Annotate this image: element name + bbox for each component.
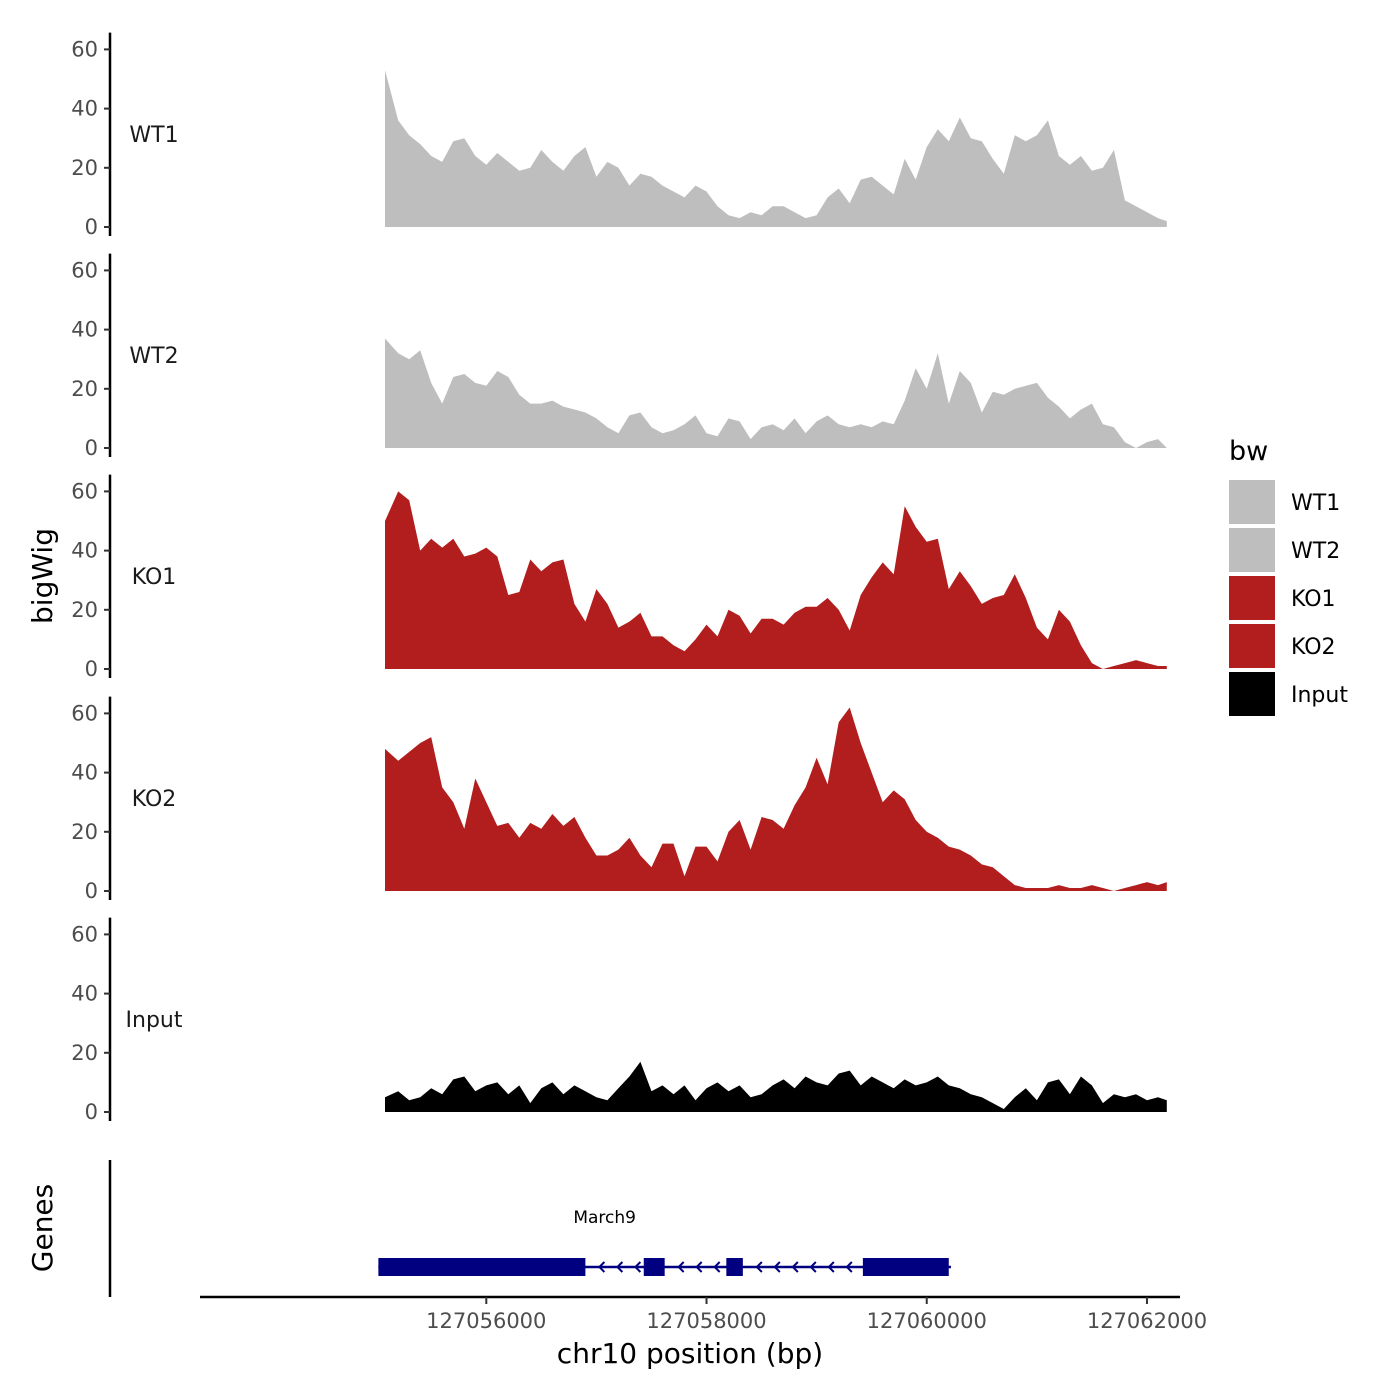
legend-label-input: Input: [1291, 683, 1348, 708]
gene-exon-3: [726, 1258, 743, 1276]
track-label-ko2: KO2: [132, 787, 177, 812]
y-tick-label-ko1-0: 0: [85, 657, 98, 681]
track-label-input: Input: [126, 1008, 183, 1033]
x-axis: 127056000 127058000 127060000 127062000: [200, 1295, 1207, 1333]
strand-arrow: [695, 1261, 703, 1273]
strand-arrow: [597, 1261, 606, 1273]
gene-track: March9: [108, 1160, 951, 1297]
y-tick-label-ko1-20: 20: [71, 598, 98, 622]
y-tick-label-wt1-60: 60: [71, 37, 98, 61]
strand-arrow: [633, 1261, 642, 1273]
y-tick-label-input-40: 40: [71, 982, 98, 1006]
legend-key-wt2: [1229, 528, 1275, 572]
legend-key-wt1: [1229, 480, 1275, 524]
y-tick-label-ko2-20: 20: [71, 820, 98, 844]
legend-key-ko2: [1229, 624, 1275, 668]
gene-exon-1: [378, 1258, 586, 1276]
track-ko1: 0 20 40 60 KO1: [71, 474, 1167, 681]
legend: bw WT1 WT2 KO1 KO2 Input: [1229, 436, 1348, 716]
strand-arrow: [791, 1261, 799, 1273]
area-ko2: [385, 707, 1167, 891]
strand-arrow: [713, 1261, 721, 1273]
y-tick-label-ko1-40: 40: [71, 539, 98, 563]
track-wt2: 0 20 40 60 WT2: [71, 253, 1167, 460]
y-tick-label-wt2-0: 0: [85, 436, 98, 460]
gene-label-march9: March9: [573, 1208, 636, 1228]
gene-track-title: Genes: [26, 1184, 59, 1272]
track-label-wt2: WT2: [129, 344, 178, 369]
strand-arrow: [827, 1261, 835, 1273]
strand-arrow: [809, 1261, 817, 1273]
legend-label-wt2: WT2: [1291, 539, 1340, 564]
legend-label-ko1: KO1: [1291, 587, 1336, 612]
track-wt1: 0 20 40 60 WT1: [71, 32, 1167, 239]
legend-key-input: [1229, 672, 1275, 716]
legend-title: bw: [1229, 436, 1268, 467]
track-label-wt1: WT1: [129, 123, 178, 148]
y-tick-label-wt2-40: 40: [71, 318, 98, 342]
x-tick-label-127056000: 127056000: [426, 1309, 546, 1333]
gene-exon-2: [643, 1258, 665, 1276]
gene-march9: March9: [378, 1208, 951, 1276]
y-tick-label-input-60: 60: [71, 922, 98, 946]
y-tick-label-wt2-60: 60: [71, 258, 98, 282]
gene-exon-4: [862, 1258, 949, 1276]
strand-arrow: [615, 1261, 624, 1273]
x-tick-label-127058000: 127058000: [646, 1309, 766, 1333]
y-tick-label-ko2-40: 40: [71, 761, 98, 785]
y-tick-label-wt1-40: 40: [71, 97, 98, 121]
y-tick-label-wt1-0: 0: [85, 215, 98, 239]
x-tick-label-127060000: 127060000: [867, 1309, 987, 1333]
area-wt1: [385, 70, 1167, 227]
strand-arrow: [845, 1261, 853, 1273]
area-wt2: [385, 338, 1167, 448]
track-input: 0 20 40 60 Input: [71, 917, 1167, 1124]
legend-label-ko2: KO2: [1291, 635, 1336, 660]
y-tick-label-ko2-0: 0: [85, 879, 98, 903]
y-tick-label-wt2-20: 20: [71, 377, 98, 401]
strand-arrow: [677, 1261, 685, 1273]
x-tick-label-127062000: 127062000: [1087, 1309, 1207, 1333]
y-axis-title: bigWig: [26, 528, 59, 624]
strand-arrow: [773, 1261, 781, 1273]
strand-arrow: [755, 1261, 763, 1273]
area-input: [385, 1061, 1167, 1112]
legend-label-wt1: WT1: [1291, 491, 1340, 516]
coverage-tracks: 0 20 40 60 WT1 0 20 40 60 WT2 0 20 40 60 KO1 0 20 40 60 KO2…: [71, 32, 1167, 1124]
y-tick-label-input-0: 0: [85, 1100, 98, 1124]
legend-key-ko1: [1229, 576, 1275, 620]
y-tick-label-ko2-60: 60: [71, 701, 98, 725]
area-ko1: [385, 491, 1167, 669]
x-axis-title: chr10 position (bp): [557, 1337, 823, 1370]
track-label-ko1: KO1: [132, 565, 177, 590]
y-tick-label-ko1-60: 60: [71, 479, 98, 503]
y-tick-label-input-20: 20: [71, 1041, 98, 1065]
track-ko2: 0 20 40 60 KO2: [71, 696, 1167, 903]
y-tick-label-wt1-20: 20: [71, 156, 98, 180]
